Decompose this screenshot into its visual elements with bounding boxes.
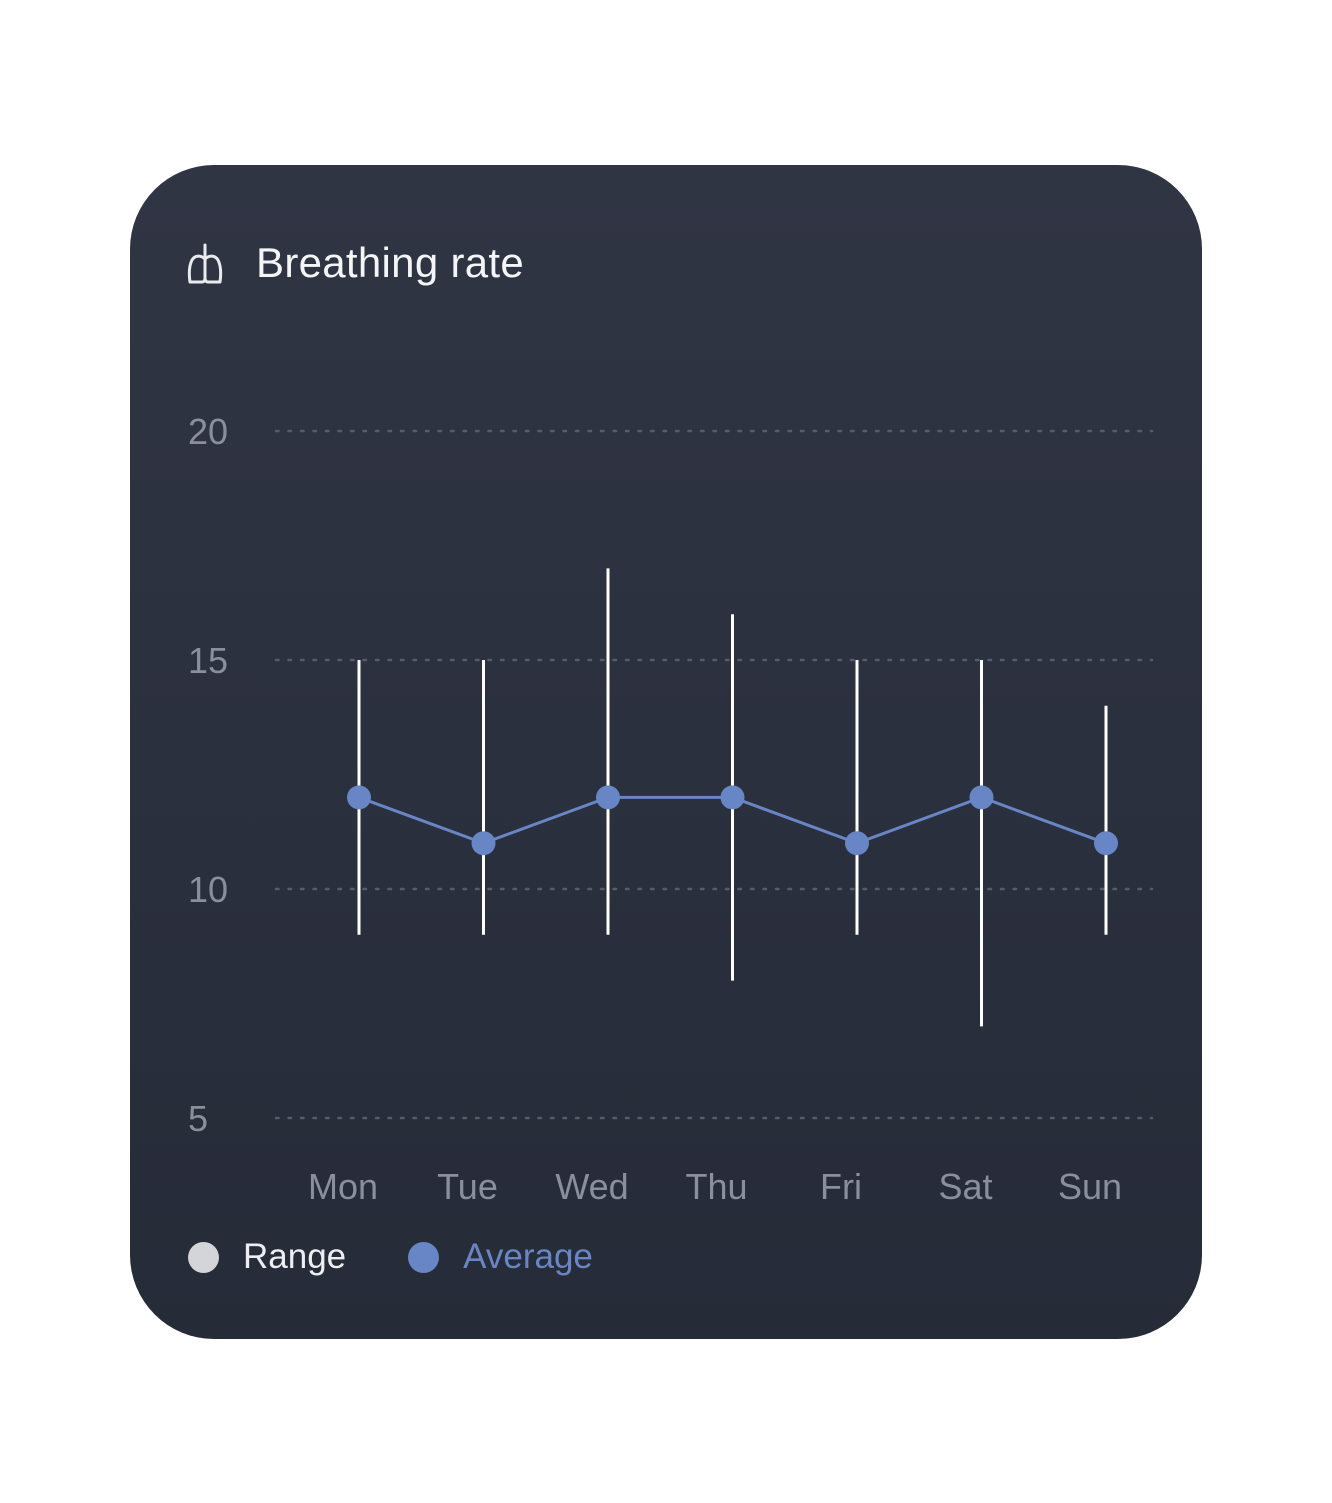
average-point-mon <box>347 785 371 810</box>
x-tick-label-tue: Tue <box>437 1166 498 1207</box>
breathing-rate-chart: 20 15 10 5 Mon Tue Wed Thu Fri Sat Sun <box>188 411 1154 1207</box>
x-tick-label-mon: Mon <box>308 1166 378 1207</box>
legend-average-dot <box>408 1241 440 1273</box>
x-tick-label-sat: Sat <box>938 1166 992 1207</box>
x-tick-label-sun: Sun <box>1058 1166 1122 1207</box>
average-point-wed <box>596 785 620 810</box>
x-tick-label-thu: Thu <box>685 1166 747 1207</box>
lungs-icon <box>186 241 224 285</box>
breathing-rate-card: Breathing rate 20 15 10 5 Mon Tue Wed Thu Fri Sat… <box>130 165 1202 1339</box>
legend-range-label: Range <box>243 1237 347 1276</box>
legend-item-average: Average <box>408 1237 593 1277</box>
y-tick-label-20: 20 <box>188 411 228 452</box>
card-title: Breathing rate <box>256 239 525 286</box>
legend-average-label: Average <box>463 1237 593 1276</box>
y-tick-label-10: 10 <box>188 869 228 910</box>
legend-item-range: Range <box>188 1237 346 1277</box>
average-point-fri <box>845 831 869 856</box>
x-tick-label-wed: Wed <box>555 1166 628 1207</box>
y-tick-label-5: 5 <box>188 1098 208 1139</box>
chart-legend: Range Average <box>188 1231 655 1283</box>
average-point-sat <box>969 785 994 810</box>
card-header: Breathing rate <box>186 235 524 291</box>
average-point-tue <box>471 831 496 856</box>
legend-range-dot <box>188 1241 219 1273</box>
average-point-thu <box>720 785 745 810</box>
average-point-sun <box>1094 831 1118 856</box>
x-tick-label-fri: Fri <box>820 1166 862 1207</box>
y-tick-label-15: 15 <box>188 640 228 681</box>
